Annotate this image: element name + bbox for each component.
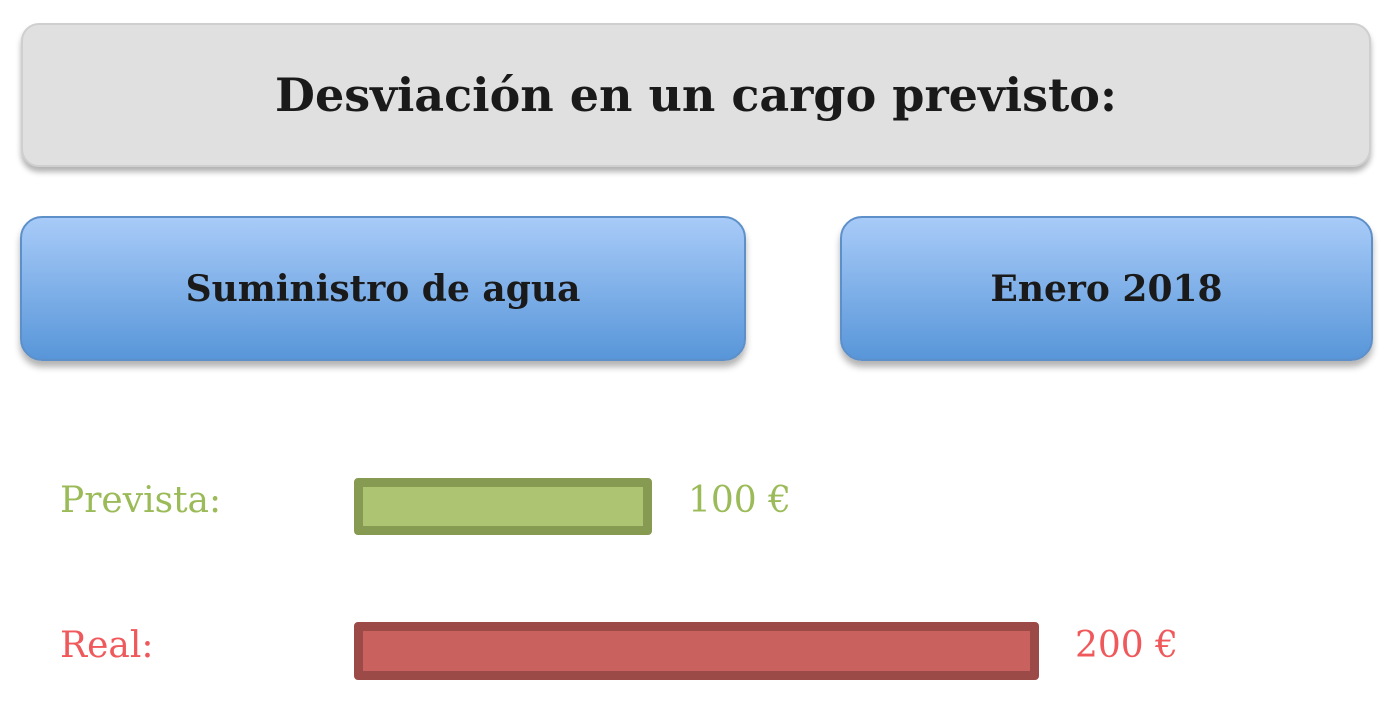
planned-bar bbox=[354, 478, 652, 535]
planned-value: 100 € bbox=[688, 480, 792, 521]
title-box: Desviación en un cargo previsto: bbox=[21, 23, 1371, 167]
planned-label: Prevista: bbox=[60, 480, 222, 521]
actual-bar bbox=[354, 622, 1039, 680]
concept-label: Suministro de agua bbox=[185, 267, 581, 310]
actual-value: 200 € bbox=[1075, 625, 1179, 666]
concept-button[interactable]: Suministro de agua bbox=[20, 216, 746, 361]
page-title: Desviación en un cargo previsto: bbox=[275, 68, 1117, 122]
period-button[interactable]: Enero 2018 bbox=[840, 216, 1373, 361]
actual-label: Real: bbox=[60, 625, 154, 666]
period-label: Enero 2018 bbox=[990, 267, 1223, 310]
